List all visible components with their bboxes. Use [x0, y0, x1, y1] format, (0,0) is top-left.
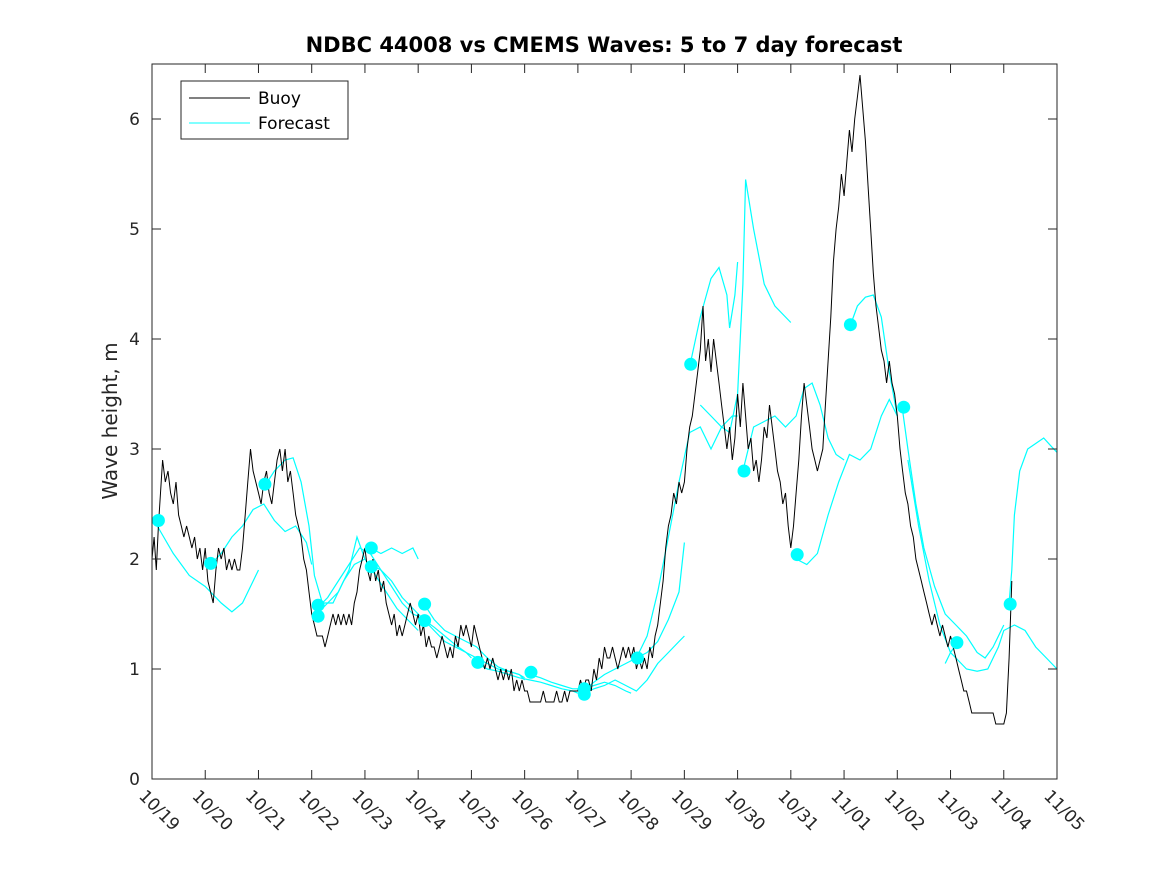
forecast-line-4 — [316, 534, 419, 631]
forecast-line-13 — [635, 415, 738, 659]
forecast-line-8 — [422, 602, 526, 681]
buoy-line — [151, 74, 1013, 725]
y-axis-label: Wave height, m — [98, 342, 122, 499]
forecast-line-19 — [902, 410, 1005, 659]
forecast-marker-10 — [524, 665, 538, 679]
forecast-marker-8 — [418, 614, 432, 628]
legend-box — [180, 80, 349, 140]
forecast-line-22 — [1008, 437, 1058, 604]
forecast-marker-0 — [151, 514, 165, 527]
forecast-line-15 — [699, 179, 792, 434]
forecast-line-5 — [370, 547, 419, 560]
forecast-marker-19 — [950, 636, 964, 650]
forecast-line-14 — [689, 261, 739, 367]
forecast-marker-7 — [418, 597, 432, 611]
forecast-marker-9 — [471, 655, 485, 669]
y-tick-label-1: 1 — [129, 660, 140, 680]
y-tick-label-0: 0 — [129, 770, 140, 790]
legend: Buoy Forecast — [180, 80, 349, 140]
forecast-marker-1 — [204, 556, 218, 570]
forecast-line-9 — [476, 662, 579, 694]
chart-title: NDBC 44008 vs CMEMS Waves: 5 to 7 day fo… — [306, 33, 903, 57]
forecast-line-18 — [848, 294, 898, 417]
forecast-marker-6 — [364, 560, 378, 574]
forecast-marker-2 — [258, 477, 272, 491]
forecast-marker-14 — [684, 357, 698, 371]
forecast-line-11 — [582, 635, 685, 694]
forecast-line-16 — [742, 382, 845, 472]
forecast-markers — [151, 318, 1017, 701]
plot-frame — [151, 63, 1058, 780]
forecast-line-20 — [907, 459, 1058, 672]
forecast-marker-12 — [577, 687, 591, 701]
y-tick-label-2: 2 — [129, 550, 140, 570]
legend-forecast-label: Forecast — [258, 114, 330, 134]
forecast-line-0 — [156, 525, 260, 613]
forecast-marker-3 — [311, 598, 325, 612]
forecast-marker-15 — [737, 464, 751, 478]
forecast-marker-4 — [311, 609, 325, 623]
forecast-line-17 — [795, 398, 898, 566]
forecast-marker-13 — [631, 651, 644, 665]
y-tick-label-3: 3 — [129, 440, 140, 460]
y-tick-label-6: 6 — [129, 110, 140, 130]
forecast-marker-18 — [897, 400, 911, 414]
plot-area — [152, 64, 1057, 779]
y-tick-label-5: 5 — [129, 220, 140, 240]
forecast-marker-20 — [1003, 597, 1017, 611]
forecast-marker-5 — [364, 541, 378, 555]
y-tick-label-4: 4 — [129, 330, 140, 350]
forecast-marker-17 — [843, 318, 857, 332]
legend-buoy-label: Buoy — [258, 89, 301, 109]
forecast-marker-16 — [790, 548, 804, 562]
y-axis: 0 1 2 3 4 5 6 — [129, 110, 1057, 790]
